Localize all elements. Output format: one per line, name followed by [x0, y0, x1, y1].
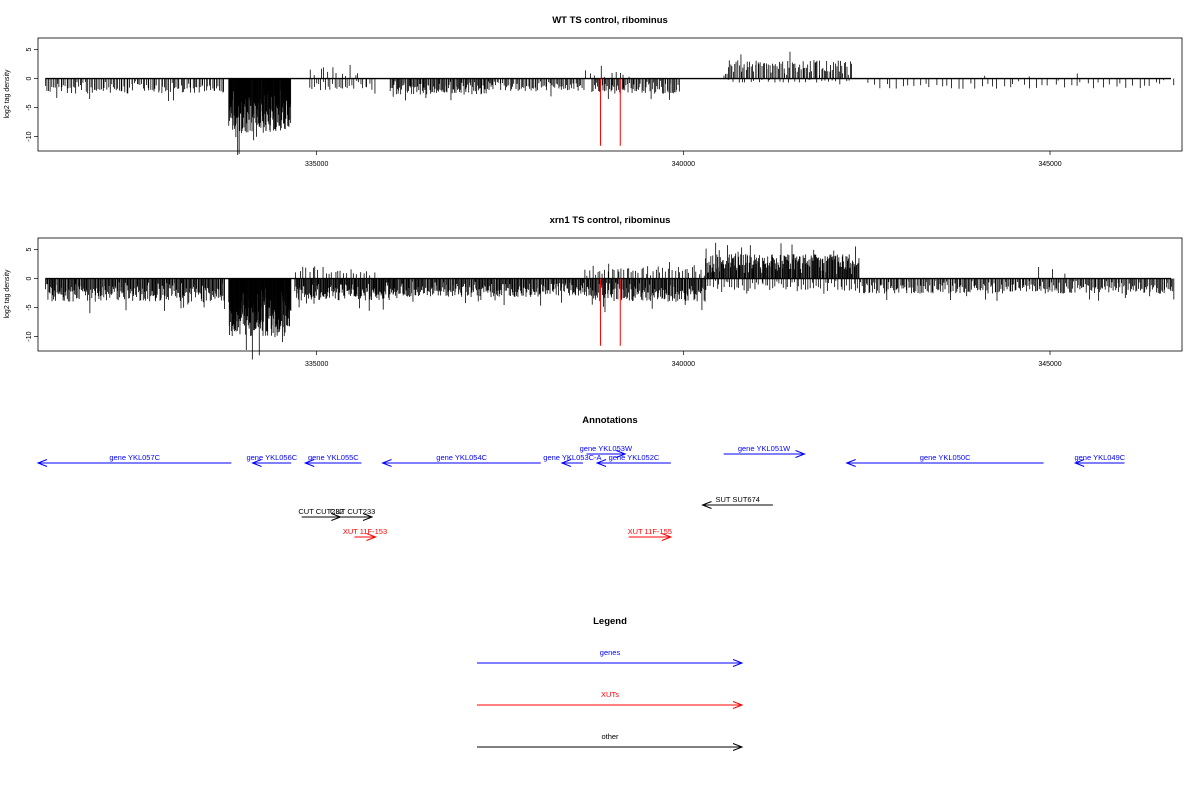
legend-label: other [601, 732, 619, 741]
annotation-arrow [595, 459, 671, 467]
annotation-label: XUT 11F-153 [343, 527, 387, 536]
y-axis-label: log2 tag density [4, 269, 11, 319]
y-axis: 5 0 -5 -10 [26, 248, 38, 342]
legend-label: genes [600, 648, 621, 657]
annotation-arrow [701, 501, 773, 509]
annotation-arrow [560, 459, 583, 467]
y-tick-label: 5 [26, 248, 33, 252]
annotation-label: gene YKL051W [738, 444, 791, 453]
annotation-label: CUT CUT232 [298, 507, 343, 516]
annotation-label: XUT 11F-155 [628, 527, 672, 536]
annotation-arrow [1073, 459, 1125, 467]
annotation-arrow [333, 513, 374, 521]
x-tick-label: 345000 [1038, 361, 1061, 368]
x-tick-label: 340000 [672, 161, 695, 168]
x-tick-label: 345000 [1038, 161, 1061, 168]
annotation-arrow [586, 450, 627, 458]
legend-arrow [477, 659, 744, 667]
legend-arrow [477, 743, 744, 751]
panel-title: xrn1 TS control, ribominus [550, 215, 671, 226]
legend-arrow [477, 701, 744, 709]
y-tick-label: 0 [26, 77, 33, 81]
y-tick-label: -10 [26, 131, 33, 141]
marker-lines [599, 78, 621, 146]
x-axis: 335000 340000 345000 [305, 151, 1062, 168]
annotation-arrow [628, 533, 673, 541]
y-axis: 5 0 -5 -10 [26, 48, 38, 142]
plot-frame [37, 237, 1183, 352]
annotation-track: Annotations gene YKL057C gene YKL056C gene… [36, 415, 1126, 541]
legend-items: genes XUTs other [477, 648, 744, 751]
y-tick-label: -5 [26, 304, 33, 310]
annotations-title: Annotations [582, 415, 637, 426]
bar-group [45, 242, 1175, 360]
annotation-label: gene YKL054C [436, 453, 487, 462]
panel-xrn1-coverage: xrn1 TS control, ribominus log2 tag dens… [4, 215, 1183, 368]
y-tick-label: 5 [26, 48, 33, 52]
y-tick-label: -5 [26, 104, 33, 110]
x-tick-label: 335000 [305, 361, 328, 368]
marker-lines [599, 278, 621, 346]
annotation-arrow [303, 459, 362, 467]
legend: Legend genes XUTs other [477, 616, 744, 751]
annotation-arrow [251, 459, 292, 467]
annotation-label: gene YKL053W [580, 444, 633, 453]
y-tick-label: -10 [26, 331, 33, 341]
panel-title: WT TS control, ribominus [552, 15, 668, 26]
annotation-label: gene YKL050C [920, 453, 971, 462]
annotation-label: gene YKL052C [609, 453, 660, 462]
annotation-label: gene YKL053C-A [543, 453, 601, 462]
annotation-arrow [354, 533, 377, 541]
annotation-label: SUT SUT674 [715, 495, 759, 504]
annotation-label: gene YKL056C [246, 453, 297, 462]
x-tick-label: 335000 [305, 161, 328, 168]
bar-group [45, 51, 1175, 155]
x-tick-label: 340000 [672, 361, 695, 368]
annotation-arrow [845, 459, 1044, 467]
annotation-arrow [36, 459, 232, 467]
y-axis-label: log2 tag density [4, 69, 11, 119]
legend-title: Legend [593, 616, 627, 627]
annotation-features: gene YKL057C gene YKL056C gene YKL055C gene… [36, 444, 1126, 541]
x-axis: 335000 340000 345000 [305, 351, 1062, 368]
annotation-label: gene YKL057C [109, 453, 160, 462]
annotation-label: gene YKL055C [308, 453, 359, 462]
legend-label: XUTs [601, 690, 619, 699]
plot-frame [37, 37, 1183, 152]
annotation-label: gene YKL049C [1074, 453, 1125, 462]
annotation-arrow [381, 459, 541, 467]
annotation-arrow [723, 450, 806, 458]
panel-wt-coverage: WT TS control, ribominus log2 tag densit… [4, 15, 1183, 168]
y-tick-label: 0 [26, 277, 33, 281]
annotation-label: CUT CUT233 [330, 507, 375, 516]
